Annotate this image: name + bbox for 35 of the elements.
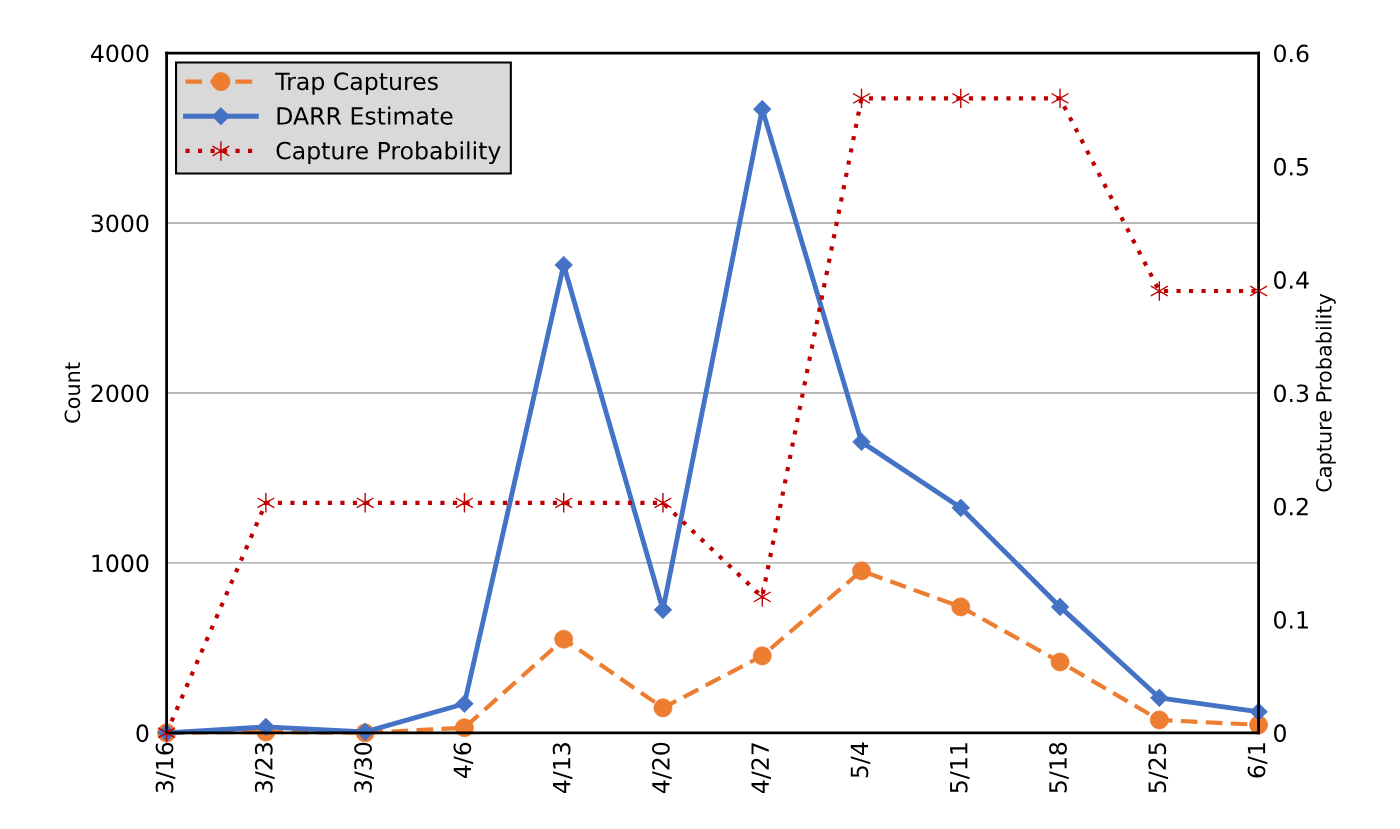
y-tick-label: 0: [136, 724, 149, 743]
x-tick-label: 5/4: [850, 742, 871, 778]
legend-label: Capture Probability: [276, 141, 501, 165]
y-axis-title: Count: [64, 362, 81, 423]
y2-tick-label: 0: [1274, 724, 1286, 743]
x-tick-label: 3/23: [254, 743, 275, 793]
y-tick-label: 1000: [92, 554, 149, 573]
y2-tick-label: 0.5: [1274, 157, 1308, 176]
x-tick-label: 4/6: [453, 742, 474, 779]
x-tick-label: 4/13: [552, 743, 573, 794]
y-tick-label: 3000: [91, 214, 149, 233]
y2-tick-label: 0.1: [1274, 610, 1308, 629]
y2-tick-label: 0.4: [1274, 271, 1309, 289]
legend-label: DARR Estimate: [277, 106, 453, 125]
y2-axis-title: Capture Probability: [1315, 293, 1336, 492]
y2-tick-label: 0.3: [1274, 384, 1309, 403]
x-tick-label: 3/30: [354, 742, 374, 793]
x-tick-label: 4/27: [751, 743, 771, 794]
point: [653, 492, 673, 514]
point: [356, 492, 375, 514]
x-tick-label: 3/16: [155, 742, 176, 793]
point: [852, 432, 871, 452]
y2-tick-label: 0.6: [1274, 44, 1309, 63]
point: [256, 492, 275, 514]
point: [1050, 87, 1070, 109]
point: [455, 694, 474, 713]
x-tick-label: 5/18: [1049, 742, 1069, 793]
x-tick-label: 5/11: [950, 743, 970, 793]
legend-label: Trap Captures: [275, 72, 438, 95]
x-tick-label: 4/20: [651, 742, 672, 794]
y2-tick-label: 0.2: [1274, 497, 1308, 516]
y-tick-label: 4000: [91, 44, 149, 63]
y-tick-label: 2000: [91, 384, 149, 403]
x-tick-label: 5/25: [1148, 743, 1169, 793]
x-tick-label: 6/1: [1247, 743, 1268, 778]
